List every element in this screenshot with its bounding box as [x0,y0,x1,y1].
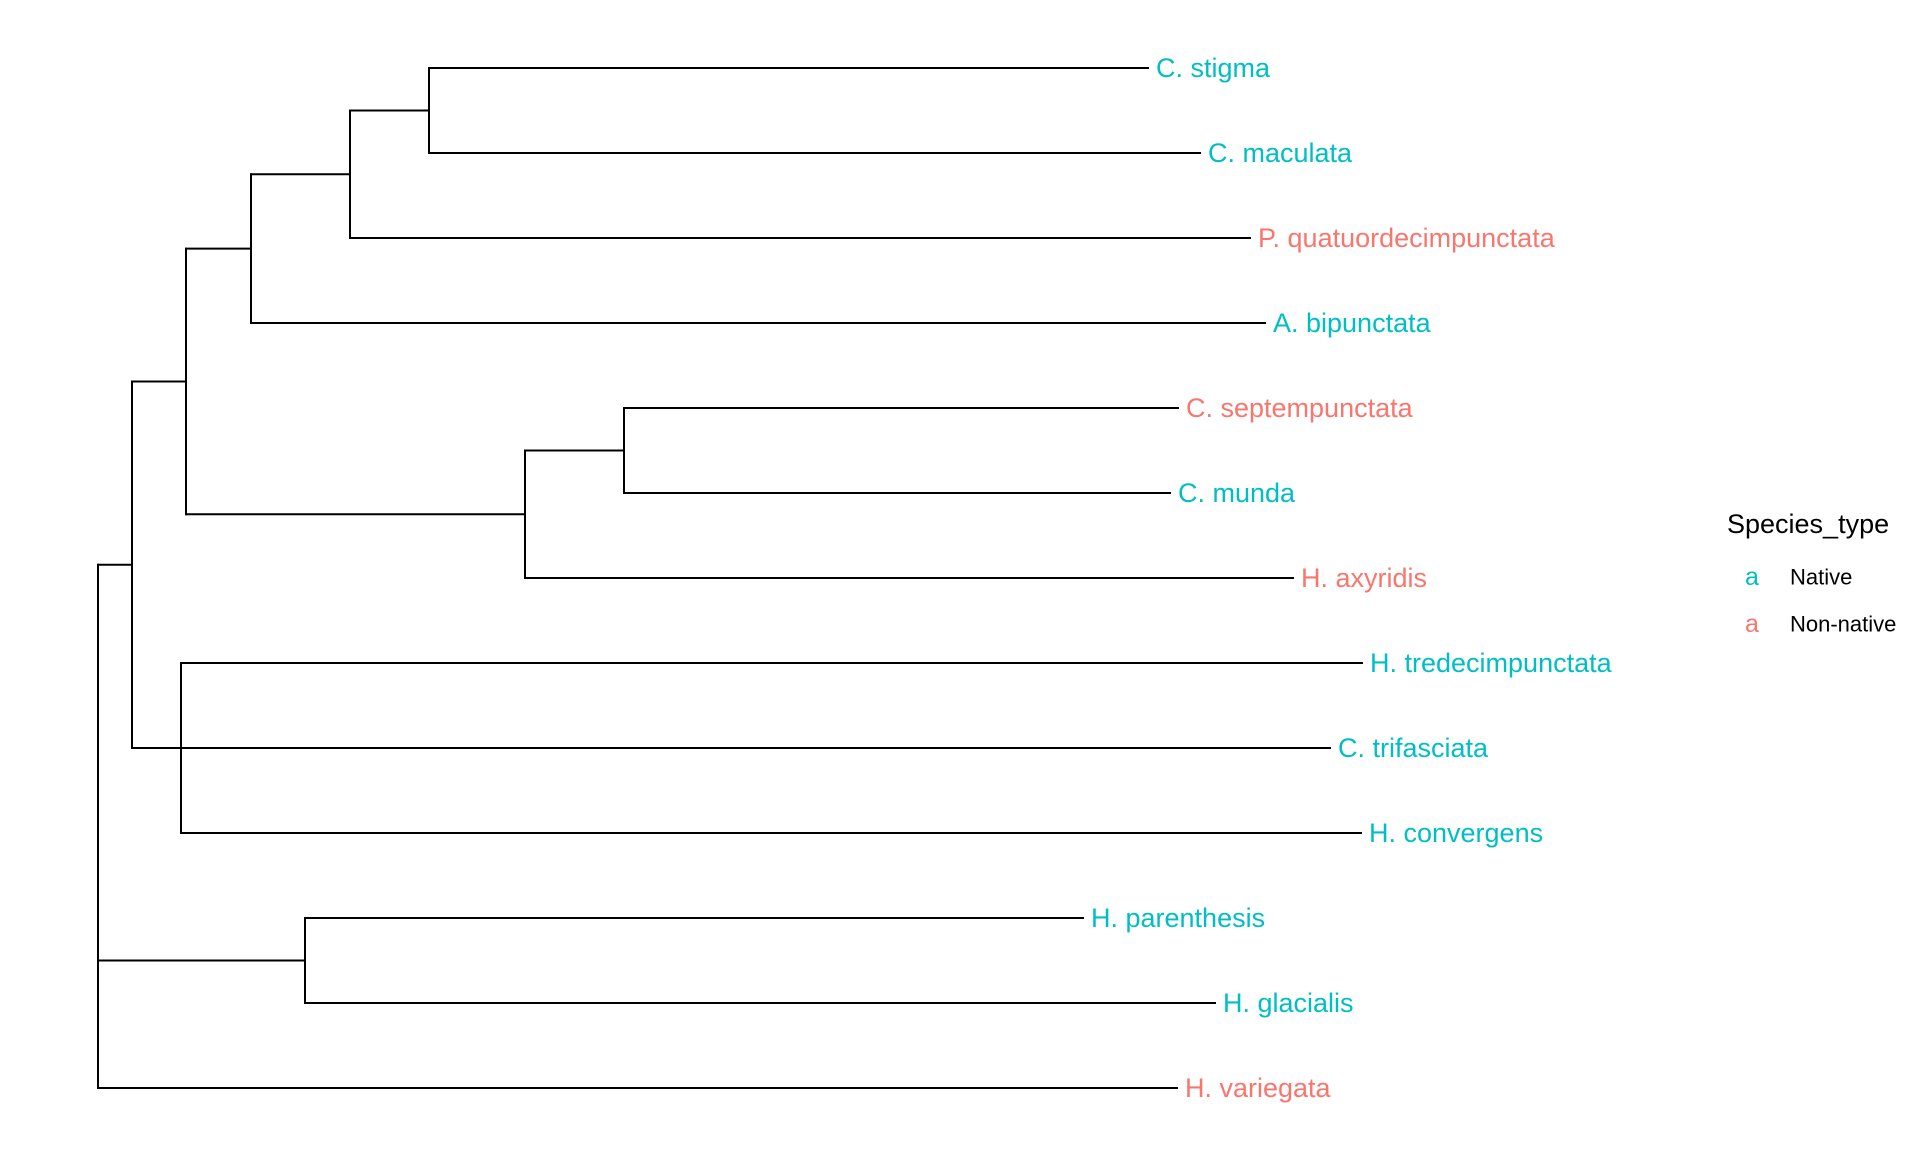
tip-label: H. glacialis [1223,988,1354,1018]
tip-label: H. parenthesis [1091,903,1265,933]
tip-label: C. stigma [1156,53,1271,83]
tip-label: A. bipunctata [1273,308,1432,338]
legend: Species_type a Native a Non-native [1727,509,1896,638]
legend-title: Species_type [1727,509,1889,539]
legend-item-label: Non-native [1790,612,1896,637]
tip-label: C. munda [1178,478,1296,508]
tip-label: C. trifasciata [1338,733,1489,763]
tip-labels: C. stigma C. maculata P. quatuordecimpunct… [1091,53,1613,1103]
tip-label: P. quatuordecimpunctata [1258,223,1556,253]
tip-label: H. tredecimpunctata [1370,648,1613,678]
legend-item-label: Native [1790,565,1852,590]
tip-label: C. septempunctata [1186,393,1414,423]
tip-label: H. variegata [1185,1073,1332,1103]
tip-label: C. maculata [1208,138,1353,168]
legend-key-glyph: a [1745,563,1759,591]
tree-branches [97,67,1363,1089]
legend-key-glyph: a [1745,610,1759,638]
tip-label: H. convergens [1369,818,1543,848]
tip-label: H. axyridis [1301,563,1427,593]
